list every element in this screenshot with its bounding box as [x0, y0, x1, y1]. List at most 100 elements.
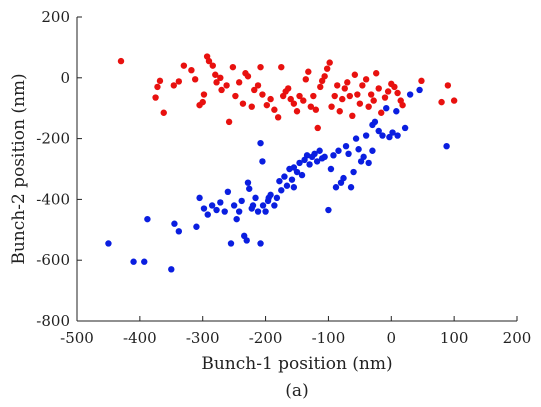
data-point-series-1 [154, 83, 161, 91]
data-point-series-2 [352, 135, 360, 142]
data-point-series-1 [349, 112, 356, 120]
data-point-series-1 [271, 106, 278, 113]
data-point-series-2 [303, 152, 311, 159]
data-point-series-1 [362, 76, 370, 83]
data-point-series-1 [351, 71, 359, 78]
x-tick-label: -400 [123, 329, 157, 347]
data-point-series-2 [313, 158, 321, 165]
data-point-series-2 [316, 147, 323, 154]
data-point-series-2 [394, 132, 401, 139]
data-point-series-2 [244, 179, 252, 186]
data-point-series-2 [259, 158, 266, 165]
data-point-series-1 [156, 77, 164, 85]
data-point-series-2 [290, 164, 298, 171]
data-point-series-1 [209, 62, 216, 69]
y-tick-label: 200 [41, 8, 70, 26]
data-point-series-1 [212, 71, 219, 78]
data-point-series-1 [381, 94, 389, 101]
data-point-series-1 [367, 91, 375, 98]
data-point-series-2 [371, 118, 379, 126]
data-point-series-1 [375, 85, 382, 92]
data-point-series-1 [378, 109, 385, 116]
data-point-series-2 [230, 202, 238, 209]
data-point-series-2 [257, 139, 264, 147]
data-point-series-2 [293, 168, 301, 176]
data-point-series-2 [221, 208, 228, 215]
data-point-series-1 [170, 82, 177, 89]
x-tick-label: 200 [503, 329, 532, 347]
data-point-series-2 [213, 206, 220, 214]
data-point-series-1 [175, 78, 183, 85]
data-point-series-1 [225, 118, 233, 126]
data-point-series-2 [105, 240, 112, 247]
data-point-series-1 [438, 98, 445, 106]
data-point-series-1 [307, 103, 315, 110]
data-point-series-1 [180, 62, 188, 69]
tick-labels: -500 -400 -300 -200 -100 0 100 200 -800 -600 -400 -… [36, 8, 531, 347]
data-point-series-2 [350, 168, 357, 176]
data-point-series-2 [335, 147, 342, 154]
data-point-series-1 [251, 86, 258, 94]
data-point-series-2 [249, 202, 257, 209]
data-point-series-2 [393, 108, 400, 115]
data-point-series-2 [262, 208, 269, 215]
data-point-series-2 [443, 143, 450, 150]
data-point-series-2 [238, 197, 245, 205]
data-point-series-2 [290, 184, 298, 191]
data-point-series-2 [362, 132, 370, 139]
data-point-series-1 [344, 79, 351, 86]
data-point-series-2 [342, 143, 350, 150]
data-point-series-1 [339, 95, 346, 103]
data-point-series-1 [244, 73, 252, 80]
data-point-series-1 [188, 67, 195, 74]
data-point-series-1 [200, 91, 208, 98]
data-point-series-2 [208, 202, 216, 209]
data-point-series-2 [271, 202, 278, 209]
data-point-series-2 [204, 211, 211, 218]
data-point-series-2 [224, 188, 232, 195]
figure-caption: (a) [285, 381, 308, 401]
data-point-series-2 [141, 258, 148, 265]
data-point-series-1 [235, 79, 243, 86]
data-point-series-1 [370, 97, 377, 104]
data-point-series-2 [389, 129, 396, 136]
data-point-series-2 [254, 208, 262, 215]
data-point-series-1 [305, 68, 312, 75]
data-point-series-2 [193, 223, 200, 230]
y-tick-label: 0 [60, 69, 70, 87]
data-point-series-2 [406, 91, 414, 98]
data-point-series-2 [243, 237, 250, 244]
data-point-series-2 [321, 153, 328, 161]
data-point-series-1 [254, 82, 262, 89]
data-point-series-1 [263, 101, 271, 109]
data-point-series-2 [273, 194, 281, 202]
data-point-series-1 [218, 86, 225, 94]
data-point-series-1 [259, 91, 266, 98]
data-point-series-2 [327, 165, 335, 173]
data-point-series-1 [444, 82, 452, 89]
data-point-series-1 [293, 108, 301, 115]
data-point-series-1 [359, 82, 366, 89]
data-point-series-2 [379, 132, 386, 139]
data-point-series-2 [311, 150, 318, 157]
data-point-series-2 [168, 266, 175, 273]
data-point-series-1 [302, 76, 309, 83]
data-point-series-1 [239, 100, 247, 107]
y-tick-label: -600 [36, 251, 70, 269]
data-point-series-2 [345, 150, 352, 157]
data-point-series-1 [248, 103, 255, 110]
data-point-series-2 [252, 194, 259, 202]
data-point-series-1 [336, 108, 343, 115]
data-point-series-2 [401, 124, 409, 132]
data-point-series-1 [152, 94, 159, 101]
data-point-series-1 [373, 70, 380, 77]
data-point-series-2 [196, 194, 203, 202]
data-point-series-1 [296, 92, 303, 100]
data-point-series-1 [257, 63, 264, 71]
data-point-series-2 [265, 194, 272, 202]
x-tick-label: -200 [249, 329, 283, 347]
data-point-series-1 [346, 92, 353, 100]
data-point-series-1 [323, 65, 331, 72]
data-point-series-1 [354, 91, 361, 98]
